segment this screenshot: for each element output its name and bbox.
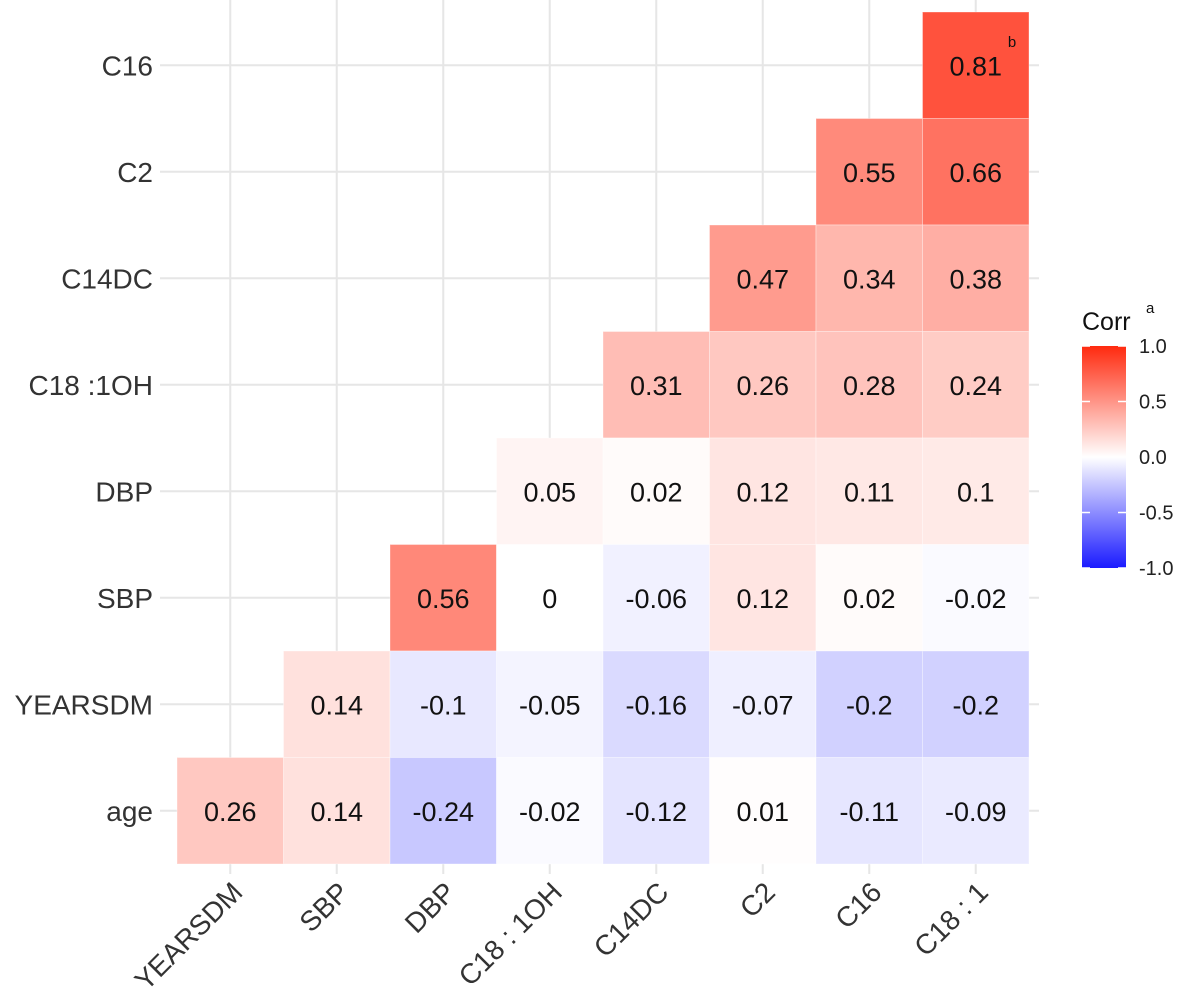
heatmap-cell (389, 757, 497, 865)
cell-value-label: -0.16 (625, 690, 687, 720)
x-tick-label: SBP (293, 876, 355, 938)
heatmap-cell (922, 650, 1030, 758)
cell-value-label: 0.28 (843, 371, 896, 401)
cell-value-label: -0.11 (839, 797, 899, 827)
legend-ticks: 1.0 0.5 0.0 -0.5 -1.0 (1082, 336, 1173, 580)
cell-value-label: 0.55 (843, 158, 896, 188)
cell-value-label: 0.11 (844, 477, 895, 507)
y-tick-label: C14DC (61, 263, 153, 294)
y-tick-label: age (106, 796, 153, 827)
heatmap-cell (709, 757, 817, 865)
legend: Corr a 1.0 0.5 0.0 -0.5 -1.0 (1082, 300, 1173, 580)
cell-value-label: 0.1 (957, 477, 995, 507)
heatmap-cell (815, 224, 923, 332)
cell-value-label: -0.12 (625, 797, 687, 827)
y-tick-label: DBP (95, 476, 153, 507)
cell-value-label: -0.24 (412, 797, 474, 827)
y-tick-label: YEARSDM (15, 689, 153, 720)
y-tick-label: C16 (102, 50, 153, 81)
cell-value-label: 0.66 (949, 158, 1002, 188)
cell-value-label: 0.26 (204, 797, 257, 827)
cell-annotations: b (1008, 34, 1016, 51)
legend-tick-label: 1.0 (1139, 336, 1167, 358)
y-tick-label: C18 :1OH (29, 370, 154, 401)
cell-value-label: 0.14 (310, 690, 363, 720)
heatmap-cell (283, 757, 391, 865)
cell-value-label: 0.34 (843, 264, 896, 294)
heatmap-cell (709, 544, 817, 652)
cell-value-label: 0.02 (843, 584, 896, 614)
heatmap-cell (922, 331, 1030, 439)
cell-value-label: 0.31 (630, 371, 683, 401)
cell-value-label: -0.05 (519, 690, 581, 720)
cell-value-label: -0.1 (420, 690, 467, 720)
heatmap-cell (922, 544, 1030, 652)
legend-tick-label: -1.0 (1139, 558, 1173, 580)
x-tick-label: C18 : 1OH (453, 876, 568, 991)
cell-value-label: 0.56 (417, 584, 470, 614)
legend-tick-label: 0.0 (1139, 447, 1167, 469)
heatmap-cell (602, 757, 710, 865)
cell-value-label: 0.47 (736, 264, 789, 294)
cell-value-label: 0.12 (736, 584, 789, 614)
heatmap-cell (602, 331, 710, 439)
legend-title: Corr (1082, 308, 1131, 336)
x-tick-label: C14DC (588, 876, 675, 963)
heatmap-cell (922, 437, 1030, 545)
cell-value-label: 0.24 (949, 371, 1002, 401)
cell-value-label: 0.02 (630, 477, 683, 507)
cell-value-label: -0.2 (952, 690, 999, 720)
cell-value-label: 0.26 (736, 371, 789, 401)
heatmap-cell (709, 437, 817, 545)
heatmap-cell (602, 437, 710, 545)
cell-value-label: 0.14 (310, 797, 363, 827)
cell-value-label: 0.38 (949, 264, 1002, 294)
cell-value-label: -0.09 (945, 797, 1007, 827)
heatmap-cell (922, 224, 1030, 332)
heatmap-cell (922, 11, 1030, 119)
heatmap-cell (815, 544, 923, 652)
y-axis-tick-labels: C16 C2 C14DC C18 :1OH DBP SBP YEARSDM age (15, 50, 153, 827)
legend-tick-label: 0.5 (1139, 392, 1167, 414)
y-tick-label: C2 (117, 157, 153, 188)
cell-value-label: 0.01 (736, 797, 789, 827)
cell-value-label: -0.06 (625, 584, 687, 614)
heatmap-cell (815, 650, 923, 758)
cell-value-label: 0.81 (949, 51, 1002, 81)
cell-value-label: 0 (542, 584, 557, 614)
x-tick-label: YEARSDM (129, 876, 249, 996)
legend-title-superscript: a (1146, 300, 1155, 317)
heatmap-cell (283, 650, 391, 758)
cell-value-labels: 0.81 0.55 0.66 0.47 0.34 0.38 0.31 0.26 0.28 0.24… (204, 51, 1007, 827)
cell-value-label: -0.07 (732, 690, 794, 720)
heatmap-cell (389, 544, 497, 652)
heatmap-cell (815, 437, 923, 545)
cell-value-label: 0.05 (523, 477, 576, 507)
x-tick-label: C16 (829, 876, 887, 934)
x-tick-label: C2 (734, 876, 781, 923)
heatmap-cell (922, 757, 1030, 865)
heatmap-cell (709, 224, 817, 332)
y-tick-label: SBP (97, 583, 153, 614)
heatmap-cell (496, 757, 604, 865)
legend-tick-label: -0.5 (1139, 503, 1173, 525)
heatmap-cell (815, 331, 923, 439)
cell-value-label: -0.02 (945, 584, 1007, 614)
heatmap-cell (496, 544, 604, 652)
cell-value-label: -0.2 (846, 690, 893, 720)
x-tick-label: DBP (399, 876, 462, 939)
x-tick-label: C18 : 1 (908, 876, 994, 962)
heatmap-cell (815, 757, 923, 865)
heatmap-cell (709, 650, 817, 758)
heatmap-cells (176, 11, 1030, 865)
cell-value-label: 0.12 (736, 477, 789, 507)
heatmap-cell (389, 650, 497, 758)
cell-value-label: -0.02 (519, 797, 581, 827)
cell-annotation: b (1008, 34, 1016, 51)
heatmap-cell (496, 437, 604, 545)
heatmap-cell (602, 544, 710, 652)
